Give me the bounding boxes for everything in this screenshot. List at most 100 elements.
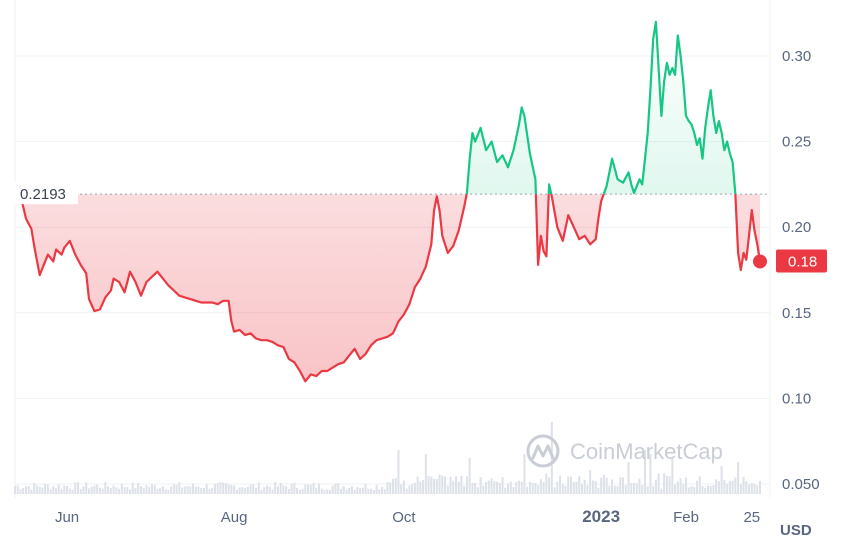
volume-bar: [627, 462, 630, 494]
volume-bar: [118, 488, 121, 494]
volume-bar: [309, 484, 312, 494]
volume-bar: [46, 484, 49, 494]
volume-bar: [717, 481, 720, 494]
volume-bar: [98, 487, 101, 494]
volume-bar: [635, 483, 638, 494]
volume-bar: [296, 487, 299, 494]
volume-bar: [63, 485, 66, 494]
currency-unit: USD: [780, 522, 812, 539]
reference-label: 0.2193: [14, 182, 78, 205]
volume-bar: [619, 477, 622, 494]
volume-bar: [545, 473, 548, 494]
volume-bar: [663, 473, 666, 494]
volume-bar: [487, 480, 490, 494]
volume-bar: [438, 474, 441, 494]
volume-bar: [572, 481, 575, 494]
volume-bar: [161, 486, 164, 494]
volume-bar: [271, 489, 274, 494]
volume-bar: [90, 486, 93, 494]
volume-bar: [339, 488, 342, 494]
volume-bar: [170, 486, 173, 494]
volume-bar: [433, 478, 436, 494]
volume-bar: [74, 482, 77, 494]
reference-value: 0.2193: [20, 186, 66, 203]
y-tick-label: 0.050: [782, 476, 820, 493]
volume-bar: [285, 486, 288, 494]
volume-bar: [693, 486, 696, 494]
volume-bar: [68, 488, 71, 494]
volume-bar: [712, 485, 715, 494]
volume-bar: [33, 482, 36, 494]
volume-bar: [737, 462, 740, 494]
volume-bar: [263, 487, 266, 494]
volume-bar: [698, 476, 701, 494]
volume-bar: [370, 488, 373, 494]
volume-bar: [690, 485, 693, 494]
volume-bar: [213, 483, 216, 494]
volume-bar: [608, 485, 611, 494]
price-line-above: [14, 20, 737, 195]
volume-bar: [422, 480, 425, 494]
volume-bar: [76, 482, 79, 494]
volume-bar: [265, 485, 268, 494]
volume-bar: [276, 486, 279, 494]
volume-bar: [120, 483, 123, 494]
x-tick-label: Oct: [392, 509, 416, 526]
volume-bar: [361, 487, 364, 494]
volume-bar: [559, 475, 562, 494]
volume-bar: [463, 485, 466, 494]
volume-bar: [101, 488, 104, 494]
volume-bar: [430, 476, 433, 494]
volume-bar: [591, 480, 594, 494]
watermark-text: CoinMarketCap: [570, 439, 723, 464]
volume-bar: [720, 466, 723, 494]
volume-bar: [556, 481, 559, 494]
watermark: CoinMarketCap: [526, 434, 723, 468]
volume-bar: [709, 485, 712, 494]
volume-bar: [230, 484, 233, 494]
volume-bar: [287, 488, 290, 494]
volume-bar: [197, 486, 200, 494]
volume-bar: [252, 484, 255, 494]
volume-bar: [715, 479, 718, 494]
volume-bar: [468, 458, 471, 494]
x-tick-label: Jun: [55, 509, 79, 526]
volume-bar: [219, 482, 222, 494]
volume-bar: [496, 481, 499, 494]
volume-bar: [457, 481, 460, 494]
volume-bar: [205, 484, 208, 494]
volume-bar: [150, 483, 153, 494]
volume-bar: [646, 486, 649, 494]
volume-bars: [14, 422, 761, 494]
volume-bar: [312, 483, 315, 494]
volume-bar: [112, 485, 115, 494]
volume-bar: [756, 485, 759, 494]
volume-bar: [87, 488, 90, 494]
volume-bar: [548, 477, 551, 494]
volume-bar: [750, 483, 753, 494]
volume-bar: [616, 486, 619, 494]
volume-bar: [674, 484, 677, 494]
volume-bar: [153, 484, 156, 494]
volume-bar: [35, 485, 38, 494]
volume-bar: [704, 487, 707, 494]
volume-bar: [71, 489, 74, 494]
volume-bar: [745, 481, 748, 494]
volume-bar: [52, 486, 55, 494]
volume-bar: [181, 487, 184, 494]
volume-bar: [465, 476, 468, 494]
volume-bar: [671, 458, 674, 494]
volume-bar: [378, 489, 381, 494]
volume-bar: [274, 482, 277, 494]
volume-bar: [701, 485, 704, 494]
volume-bar: [115, 487, 118, 494]
volume-bar: [526, 486, 529, 494]
volume-bar: [613, 485, 616, 494]
volume-bar: [537, 484, 540, 494]
volume-bar: [660, 488, 663, 494]
volume-bar: [753, 483, 756, 494]
volume-bar: [353, 489, 356, 494]
volume-bar: [561, 484, 564, 494]
volume-bar: [22, 488, 25, 494]
